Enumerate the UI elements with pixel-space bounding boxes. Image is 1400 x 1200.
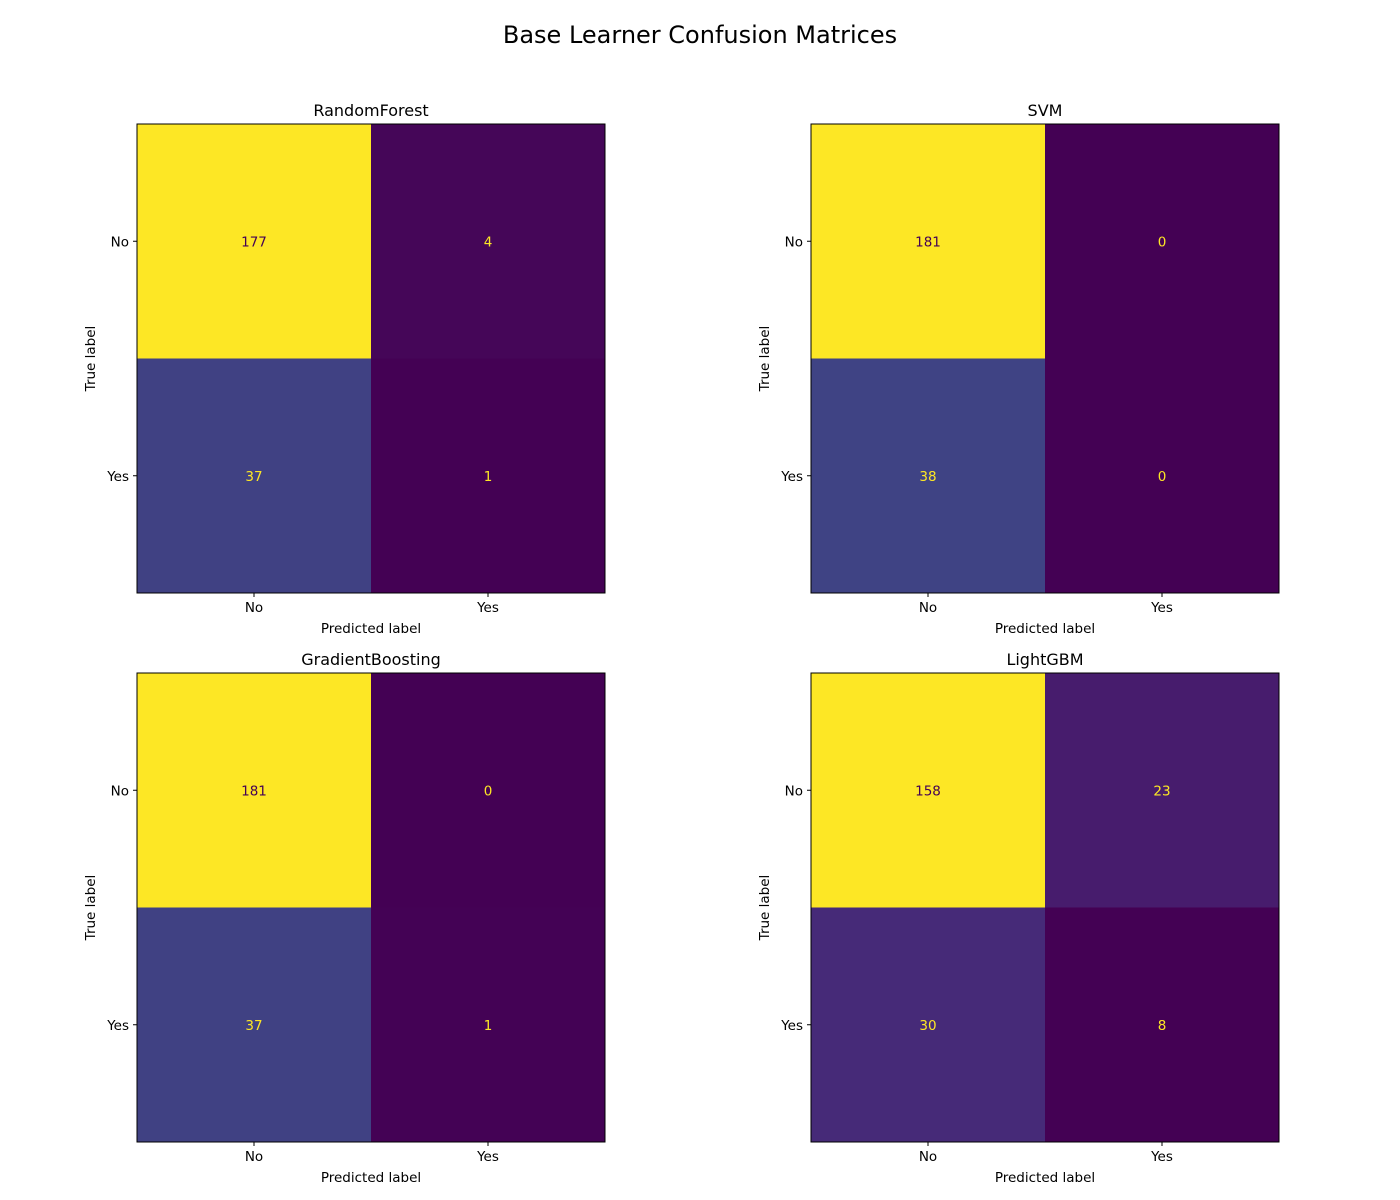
cell-value-label: 23	[1153, 783, 1170, 799]
cell-value-label: 8	[1158, 1018, 1167, 1034]
y-axis-label: True label	[83, 326, 99, 393]
y-tick-label: No	[785, 234, 803, 250]
matrix-cell	[137, 907, 371, 1142]
cell-value-label: 37	[245, 1018, 262, 1034]
matrix-cell	[137, 673, 371, 908]
x-tick-label: No	[919, 1149, 937, 1165]
matrix-cell	[811, 358, 1045, 593]
matrix-panel-svm: 181 0 38 0 No Yes No Yes Predicted label True lab…	[757, 101, 1280, 637]
cell-value-label: 177	[241, 234, 267, 250]
matrix-cell	[137, 358, 371, 593]
cell-value-label: 4	[484, 234, 493, 250]
y-tick-label: No	[785, 783, 803, 799]
matrix-cell	[371, 907, 605, 1142]
cell-value-label: 1	[484, 469, 493, 485]
x-tick-label: No	[245, 1149, 263, 1165]
matrix-cell	[371, 673, 605, 908]
cell-value-label: 1	[484, 1018, 493, 1034]
x-tick-label: Yes	[476, 1149, 499, 1165]
y-tick-label: No	[111, 783, 129, 799]
panels-group: 177 4 37 1 No Yes No Yes Predicted label True lab…	[83, 101, 1280, 1186]
matrix-cell	[371, 358, 605, 593]
cell-value-label: 181	[915, 234, 941, 250]
matrix-cell	[1045, 358, 1279, 593]
matrix-cell	[811, 907, 1045, 1142]
x-axis-label: Predicted label	[321, 621, 421, 637]
y-axis-label: True label	[757, 326, 773, 393]
panel-title: GradientBoosting	[301, 650, 441, 669]
matrix-cell	[1045, 124, 1279, 359]
matrix-panel-gradientboosting: 181 0 37 1 No Yes No Yes Predicted label True lab…	[83, 650, 606, 1186]
axes-frame	[136, 672, 606, 1143]
panel-title: RandomForest	[313, 101, 428, 120]
axes-frame	[810, 123, 1280, 594]
y-tick-label: Yes	[106, 469, 129, 485]
axes-frame	[810, 672, 1280, 1143]
panel-title: LightGBM	[1006, 650, 1083, 669]
cell-value-label: 181	[241, 783, 267, 799]
y-tick-label: Yes	[780, 469, 803, 485]
matrix-panel-randomforest: 177 4 37 1 No Yes No Yes Predicted label True lab…	[83, 101, 606, 637]
x-tick-label: Yes	[1150, 600, 1173, 616]
cell-value-label: 0	[484, 783, 493, 799]
axes-frame	[136, 123, 606, 594]
x-tick-label: Yes	[1150, 1149, 1173, 1165]
cell-value-label: 158	[915, 783, 941, 799]
x-axis-label: Predicted label	[321, 1170, 421, 1186]
matrix-cell	[137, 124, 371, 359]
matrix-cell	[811, 124, 1045, 359]
matrix-cell	[811, 673, 1045, 908]
x-axis-label: Predicted label	[995, 1170, 1095, 1186]
matrix-cell	[1045, 907, 1279, 1142]
x-tick-label: No	[245, 600, 263, 616]
y-tick-label: Yes	[106, 1018, 129, 1034]
cell-value-label: 0	[1158, 234, 1167, 250]
x-tick-label: No	[919, 600, 937, 616]
panel-title: SVM	[1028, 101, 1063, 120]
x-axis-label: Predicted label	[995, 621, 1095, 637]
y-axis-label: True label	[83, 875, 99, 942]
figure-title: Base Learner Confusion Matrices	[503, 21, 897, 49]
cell-value-label: 30	[919, 1018, 936, 1034]
cell-value-label: 37	[245, 469, 262, 485]
y-tick-label: No	[111, 234, 129, 250]
matrix-cell	[1045, 673, 1279, 908]
y-tick-label: Yes	[780, 1018, 803, 1034]
cell-value-label: 0	[1158, 469, 1167, 485]
matrix-cell	[371, 124, 605, 359]
x-tick-label: Yes	[476, 600, 499, 616]
y-axis-label: True label	[757, 875, 773, 942]
matrix-panel-lightgbm: 158 23 30 8 No Yes No Yes Predicted label True la…	[757, 650, 1280, 1186]
cell-value-label: 38	[919, 469, 936, 485]
